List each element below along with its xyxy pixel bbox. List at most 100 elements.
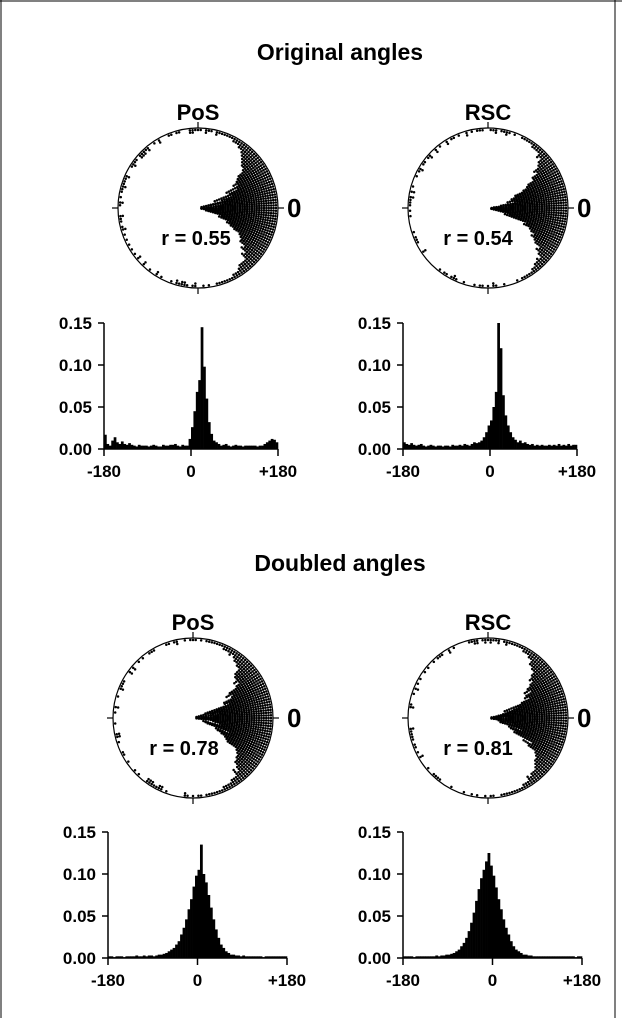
polar-dot	[256, 745, 259, 749]
polar-dot	[257, 208, 261, 212]
polar-dot	[507, 708, 511, 711]
polar-dot	[262, 711, 265, 715]
polar-dot	[245, 745, 249, 748]
polar-dot	[255, 721, 258, 724]
polar-dot	[249, 724, 253, 728]
histogram-bar	[432, 445, 435, 449]
polar-dot	[157, 786, 161, 790]
polar-dot	[443, 271, 446, 274]
polar-dot	[232, 689, 236, 692]
polar-dot	[563, 217, 567, 221]
polar-dot	[546, 177, 549, 181]
polar-dot	[539, 767, 542, 771]
polar-dot	[560, 735, 563, 738]
polar-dot	[462, 280, 466, 284]
polar-dot	[450, 785, 453, 789]
polar-dot	[225, 220, 229, 224]
polar-dot	[251, 666, 254, 670]
polar-dot	[559, 706, 562, 710]
polar-dot	[254, 214, 258, 218]
polar-dot	[267, 714, 270, 717]
polar-dot	[132, 163, 135, 166]
polar-dot	[260, 719, 263, 722]
polar-dot	[546, 763, 549, 766]
histogram-bar	[519, 952, 523, 958]
polar-dot	[540, 745, 544, 748]
polar-dot	[247, 691, 251, 695]
polar-dot	[538, 774, 542, 778]
histogram-bar	[544, 956, 548, 958]
polar-dot	[541, 769, 544, 772]
polar-dot	[531, 267, 534, 271]
polar-dot	[253, 729, 257, 733]
polar-dot	[270, 230, 274, 234]
histogram-bar	[533, 445, 537, 449]
polar-dot	[554, 245, 557, 249]
polar-dot	[548, 746, 551, 750]
polar-dot	[257, 743, 260, 746]
polar-dot	[253, 229, 256, 233]
histogram-bar	[405, 956, 409, 958]
polar-dot	[176, 642, 179, 646]
polar-dot	[554, 199, 558, 203]
polar-dot	[545, 673, 549, 677]
polar-dot	[257, 690, 260, 693]
polar-dot	[526, 652, 530, 656]
y-tick-label: 0.10	[358, 865, 391, 884]
polar-dot	[540, 204, 544, 208]
polar-dot	[244, 259, 247, 262]
polar-dot	[564, 209, 568, 212]
polar-dot	[252, 198, 256, 202]
polar-dot	[543, 220, 547, 224]
polar-dot	[247, 763, 251, 767]
polar-dot	[130, 248, 134, 251]
polar-dot	[558, 175, 561, 178]
histogram-bar	[504, 927, 508, 958]
polar-dot	[554, 738, 557, 742]
polar-dot	[506, 201, 509, 204]
histogram-bar	[407, 956, 411, 958]
polar-dot	[538, 148, 542, 152]
polar-dot	[411, 738, 415, 741]
polar-dot	[545, 716, 549, 720]
polar-dot	[545, 202, 548, 206]
polar-dot	[505, 131, 509, 134]
histogram-bar	[135, 955, 139, 958]
polar-dot	[549, 160, 553, 164]
histogram-bar	[499, 909, 503, 958]
polar-dot	[252, 718, 256, 722]
polar-dot	[241, 267, 244, 271]
polar-dot	[533, 170, 536, 174]
polar-dot	[236, 177, 240, 181]
histogram-bar	[504, 415, 508, 449]
polar-dot	[217, 198, 221, 201]
polar-dot	[563, 703, 567, 706]
polar-dot	[422, 250, 425, 253]
histogram-bar	[108, 956, 111, 958]
polar-dot	[269, 211, 273, 215]
polar-dot	[257, 204, 261, 208]
polar-dot	[205, 793, 208, 797]
polar-dot	[234, 775, 238, 779]
polar-dot	[256, 703, 259, 706]
polar-dot	[270, 182, 274, 186]
polar-dot	[247, 696, 250, 700]
polar-dot	[246, 689, 250, 693]
polar-dot	[242, 143, 246, 147]
polar-dot	[121, 688, 125, 691]
histogram-bar	[112, 957, 116, 958]
polar-dot	[542, 696, 545, 700]
polar-dot	[559, 737, 562, 741]
polar-dot	[254, 688, 257, 692]
polar-dot	[254, 158, 258, 161]
polar-dot	[547, 708, 550, 711]
polar-dot	[254, 198, 258, 202]
polar-dot	[523, 785, 526, 789]
polar-dot	[241, 168, 245, 172]
polar-dot	[541, 689, 545, 693]
polar-dot	[505, 643, 508, 646]
polar-dot	[538, 264, 542, 268]
histogram-bar	[461, 445, 464, 449]
polar-dot	[249, 261, 252, 264]
histogram-bar	[487, 853, 491, 958]
